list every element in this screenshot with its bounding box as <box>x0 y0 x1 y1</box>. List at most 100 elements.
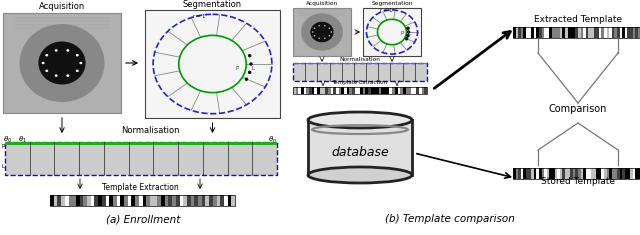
Bar <box>154 195 157 206</box>
Bar <box>636 27 638 38</box>
Bar <box>5 142 277 145</box>
Bar <box>387 87 390 94</box>
Bar <box>536 168 539 179</box>
Bar <box>541 168 544 179</box>
Bar <box>164 195 168 206</box>
Bar <box>157 195 161 206</box>
Ellipse shape <box>248 71 252 74</box>
Bar <box>381 87 384 94</box>
Bar <box>534 168 536 179</box>
Bar <box>368 87 371 94</box>
Bar <box>625 27 627 38</box>
Bar <box>298 87 301 94</box>
Bar <box>293 87 427 94</box>
Bar <box>339 87 341 94</box>
Ellipse shape <box>244 78 248 81</box>
Bar <box>198 195 202 206</box>
Bar <box>212 195 216 206</box>
Bar <box>638 27 640 38</box>
Bar <box>371 87 373 94</box>
Bar <box>552 27 555 38</box>
Bar <box>575 168 578 179</box>
Bar <box>604 168 607 179</box>
Bar <box>50 195 54 206</box>
Bar <box>570 168 573 179</box>
Text: P: P <box>1 145 4 149</box>
Bar <box>630 27 632 38</box>
Bar <box>376 87 379 94</box>
Ellipse shape <box>45 70 48 72</box>
Bar <box>352 87 355 94</box>
Bar <box>61 195 65 206</box>
Text: (a) Enrollment: (a) Enrollment <box>106 214 180 224</box>
Bar <box>191 195 195 206</box>
Bar <box>521 27 524 38</box>
Bar <box>622 168 625 179</box>
Bar <box>544 168 547 179</box>
Bar <box>531 168 534 179</box>
Bar <box>575 27 578 38</box>
Bar <box>627 27 630 38</box>
Ellipse shape <box>329 27 330 29</box>
Bar <box>307 87 309 94</box>
Bar <box>87 195 91 206</box>
Bar <box>536 27 539 38</box>
Bar <box>555 168 557 179</box>
Bar <box>513 168 516 179</box>
Text: database: database <box>331 146 389 159</box>
Bar <box>320 87 323 94</box>
Ellipse shape <box>249 62 253 66</box>
Bar <box>580 168 583 179</box>
Bar <box>406 87 408 94</box>
Bar <box>573 27 575 38</box>
Bar <box>317 87 320 94</box>
Bar <box>3 13 121 113</box>
Bar <box>202 195 205 206</box>
Ellipse shape <box>308 112 412 128</box>
Ellipse shape <box>67 49 69 52</box>
Bar <box>549 27 552 38</box>
Bar <box>630 168 632 179</box>
Bar <box>578 168 580 179</box>
Bar <box>209 195 212 206</box>
Ellipse shape <box>54 49 58 52</box>
Bar <box>357 87 360 94</box>
Bar <box>72 195 76 206</box>
Bar <box>231 195 235 206</box>
Ellipse shape <box>76 70 79 72</box>
Bar <box>379 87 381 94</box>
Bar <box>91 195 95 206</box>
Bar <box>392 87 395 94</box>
Bar <box>586 168 588 179</box>
Bar <box>526 27 529 38</box>
Bar <box>344 87 347 94</box>
Bar <box>599 168 602 179</box>
Bar <box>602 168 604 179</box>
Bar <box>312 87 314 94</box>
Text: Acquisition: Acquisition <box>39 2 85 11</box>
Text: (b) Template comparison: (b) Template comparison <box>385 214 515 224</box>
Bar <box>5 142 277 175</box>
Text: Segmentation: Segmentation <box>371 1 413 6</box>
Text: P: P <box>401 31 404 36</box>
Bar <box>172 195 176 206</box>
Bar <box>195 195 198 206</box>
Bar <box>620 27 622 38</box>
Bar <box>150 195 154 206</box>
Bar <box>612 168 614 179</box>
Bar <box>50 195 235 206</box>
Bar <box>102 195 106 206</box>
Bar <box>529 168 531 179</box>
Text: Acquisition: Acquisition <box>306 1 338 6</box>
Bar <box>363 8 421 56</box>
Bar <box>591 27 594 38</box>
Text: L: L <box>252 66 255 71</box>
Bar <box>143 195 146 206</box>
Bar <box>54 195 58 206</box>
Bar <box>583 27 586 38</box>
Bar <box>557 168 560 179</box>
Bar <box>516 27 518 38</box>
Bar <box>106 195 109 206</box>
Bar <box>131 195 135 206</box>
Ellipse shape <box>179 35 246 93</box>
